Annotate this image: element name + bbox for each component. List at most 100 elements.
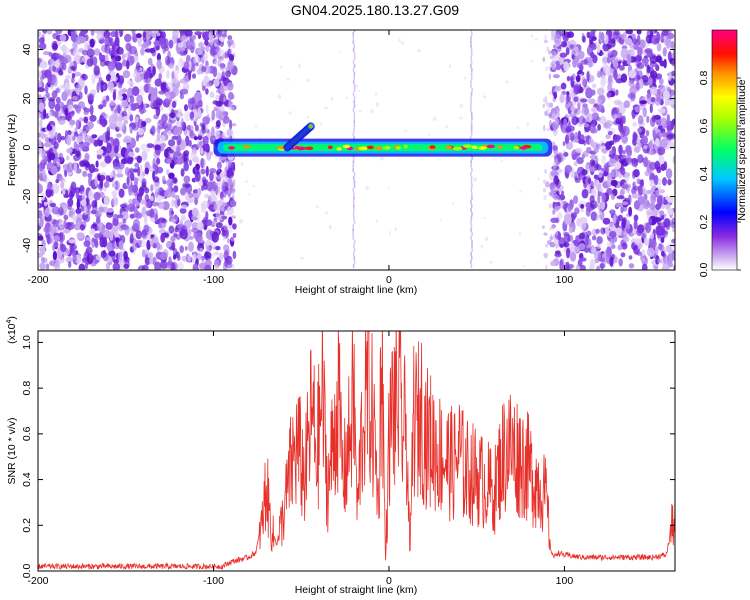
spectrogram-cell (315, 205, 319, 209)
spectrogram-cell (166, 130, 172, 136)
spectrogram-cell (579, 264, 586, 270)
spectrogram-cell (470, 123, 473, 129)
spectrogram-cell (603, 163, 609, 173)
spectrogram-cell (548, 73, 552, 80)
spectrogram-cell (649, 232, 655, 240)
spectrogram-cell (123, 250, 128, 260)
spectrogram-cell (352, 159, 355, 165)
spectrogram-cell (117, 214, 124, 219)
spectrogram-cell (68, 239, 76, 244)
spectrogram-cell (108, 50, 115, 56)
spectrogram-cell (126, 60, 130, 70)
colorbar-gradient (711, 29, 738, 271)
spectrogram-cell (590, 180, 594, 190)
spectrogram-cell (549, 55, 555, 60)
spectrogram-cell (159, 260, 168, 269)
spectrogram-cell (489, 261, 494, 264)
spectrogram-cell (105, 95, 110, 102)
spectrogram-cell (565, 126, 572, 133)
spectrogram-cell (611, 106, 620, 116)
spectrogram-cell (591, 44, 597, 51)
spectrogram-cell (94, 48, 101, 56)
spectrogram-cell (658, 125, 663, 130)
spectrogram-cell (118, 162, 125, 170)
spectrogram-cell (624, 172, 630, 182)
spectrogram-cell (143, 224, 150, 233)
spectrogram-cell (352, 107, 355, 113)
spectrogram-cell (111, 196, 119, 207)
spectrogram-cell (597, 123, 601, 131)
spectrogram-cell (352, 263, 355, 269)
spectrogram-cell (470, 219, 472, 225)
spectrogram-cell (72, 216, 77, 222)
spectrogram-cell (590, 211, 598, 221)
spectrogram-cell (94, 176, 98, 187)
spectrogram-cell (60, 57, 69, 65)
spectrogram-cell (403, 144, 408, 149)
spectrogram-cell (53, 77, 58, 87)
spectrogram-cell (100, 192, 105, 199)
spectrogram-cell (60, 244, 67, 253)
spectrogram-cell (602, 56, 609, 64)
spectrogram-cell (103, 181, 110, 189)
spectrogram-cell (632, 121, 637, 127)
spectrogram-cell (566, 91, 570, 96)
spectrogram-cell (345, 97, 349, 100)
spectrogram-cell (563, 152, 569, 157)
spectrogram-cell (91, 73, 96, 85)
spectrogram-cell (591, 235, 597, 241)
spectrogram-cell (662, 130, 667, 138)
spectrogram-cell (86, 253, 94, 264)
spectrogram-cell (576, 157, 584, 165)
spectrogram-cell (142, 31, 147, 43)
y-tick-label: 0.6 (21, 426, 33, 441)
spectrogram-cell (483, 216, 486, 220)
spectrogram-cell (75, 119, 79, 129)
spectrogram-cell (184, 111, 192, 122)
spectrogram-cell (60, 181, 65, 189)
spectrogram-cell (168, 63, 175, 70)
spectrogram-cell (228, 194, 231, 198)
spectrogram-cell (58, 69, 64, 76)
spectrogram-cell (550, 62, 554, 68)
spectrogram-cell (93, 191, 101, 201)
spectrogram-cell (610, 193, 616, 201)
spectrogram-cell (191, 228, 199, 233)
spectrogram-cell (123, 263, 130, 269)
spectrogram-cell (197, 243, 201, 251)
spectrogram-cell (555, 243, 558, 249)
spectrogram-cell (126, 143, 131, 154)
spectrogram-cell (44, 207, 50, 218)
spectrogram-cell (144, 75, 152, 84)
spectrogram-cell (61, 62, 67, 71)
spectrogram-cell (103, 30, 111, 39)
spectrogram-cell (132, 72, 137, 78)
spectrogram-cell (81, 191, 86, 200)
spectrogram-cell (636, 127, 642, 134)
spectrogram-cell (653, 174, 659, 186)
spectrogram-cell (471, 247, 474, 253)
spectrogram-cell (221, 82, 225, 89)
spectrogram-cell (57, 117, 66, 125)
spectrogram-cell (141, 178, 147, 188)
spectrogram-cell (202, 182, 208, 191)
spectrogram-cell (205, 104, 209, 114)
spectrogram-cell (417, 48, 421, 53)
spectrogram-cell (89, 228, 96, 235)
spectrogram-cell (73, 161, 78, 173)
spectrogram-cell (189, 129, 194, 137)
spectrogram-cell (554, 157, 559, 164)
spectrogram-cell (219, 88, 225, 94)
spectrogram-cell (569, 251, 577, 262)
spectrogram-cell (637, 195, 645, 205)
spectrogram-cell (153, 182, 160, 192)
spectrogram-cell (215, 94, 220, 102)
spectrogram-cell (230, 237, 235, 242)
spectrogram-cell (38, 94, 42, 101)
spectrogram-cell (470, 95, 472, 101)
spectrogram-cell (470, 163, 472, 169)
spectrogram-cell (355, 84, 358, 89)
spectrogram-cell (171, 241, 176, 251)
spectrogram-cell (113, 40, 119, 47)
spectrogram-cell (74, 71, 82, 77)
